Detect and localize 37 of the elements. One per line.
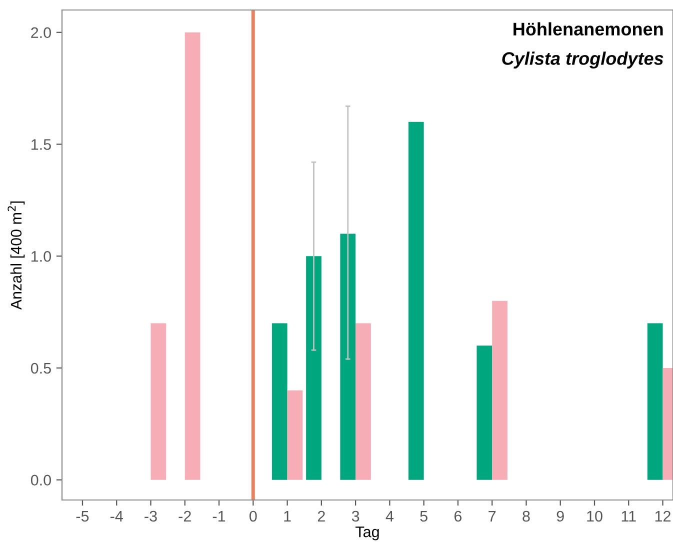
x-tick-label: 5 bbox=[420, 510, 428, 522]
x-tick-label: -4 bbox=[110, 510, 123, 522]
x-tick-label: -2 bbox=[178, 510, 191, 522]
bar bbox=[356, 323, 371, 480]
x-tick-label: 1 bbox=[284, 510, 291, 522]
bar bbox=[306, 256, 322, 480]
x-tick-label: 2 bbox=[318, 510, 325, 522]
x-tick-label: -1 bbox=[212, 510, 226, 522]
bar bbox=[287, 390, 303, 480]
x-tick-label: -5 bbox=[76, 510, 89, 522]
bar bbox=[492, 300, 508, 480]
x-tick-label: 11 bbox=[622, 510, 636, 522]
y-tick-label: 1.0 bbox=[32, 250, 51, 262]
text: Höhlenanemonen bbox=[514, 22, 663, 36]
y-tick-label: 0.5 bbox=[30, 362, 51, 374]
bar bbox=[150, 323, 166, 480]
x-tick-label: 7 bbox=[488, 510, 496, 522]
y-tick-label: 1.5 bbox=[32, 139, 51, 150]
text: Cylista troglodytes bbox=[502, 52, 664, 68]
bar bbox=[272, 323, 288, 480]
x-tick-label: 4 bbox=[386, 510, 394, 522]
y-axis-title: Anzahl [400 m$^{2}$] bbox=[8, 202, 25, 310]
bar bbox=[184, 32, 200, 480]
x-tick-label: 12 bbox=[655, 510, 670, 522]
y-tick-label: 0.0 bbox=[30, 474, 51, 486]
x-tick-label: 10 bbox=[587, 510, 602, 522]
bar bbox=[408, 122, 424, 480]
x-tick-label: -3 bbox=[144, 510, 157, 522]
x-tick-label: 3 bbox=[352, 510, 360, 522]
bar bbox=[340, 234, 356, 480]
y-tick-label: 2.0 bbox=[31, 27, 51, 38]
x-tick-label: 8 bbox=[522, 510, 530, 522]
bar bbox=[476, 346, 492, 480]
x-tick-label: 9 bbox=[556, 510, 564, 522]
x-axis-title: Tag bbox=[356, 526, 379, 540]
x-tick-label: 0 bbox=[250, 510, 257, 522]
x-tick-label: 6 bbox=[454, 510, 462, 522]
